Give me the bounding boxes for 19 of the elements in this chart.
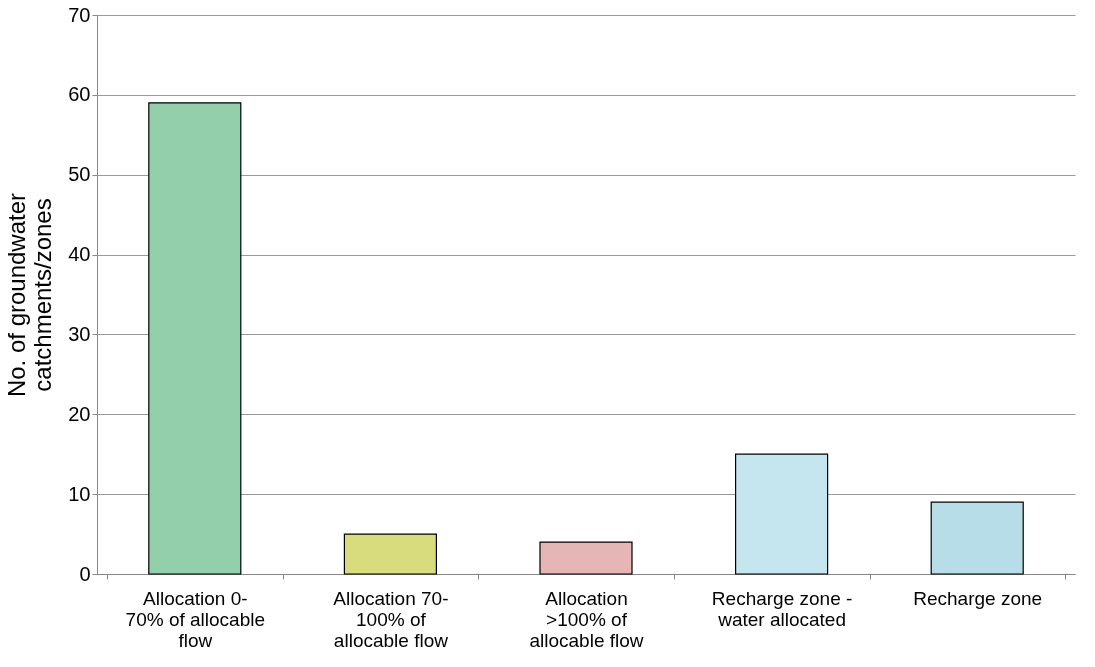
bar: [539, 541, 633, 575]
bar: [343, 533, 437, 575]
bar: [930, 501, 1024, 575]
x-tick-label: Allocation 0- 70% of allocable flow: [125, 587, 266, 651]
y-tick-label: 50: [68, 163, 91, 186]
x-tick-label: Allocation 70- 100% of allocable flow: [333, 587, 449, 651]
y-tick-label: 60: [68, 83, 91, 106]
y-tick-label: 0: [79, 562, 91, 585]
x-tick-label: Recharge zone - water allocated: [711, 587, 853, 630]
bar: [148, 102, 242, 575]
y-tick-label: 40: [68, 243, 91, 266]
y-axis-title: No. of groundwater catchments/zones: [3, 192, 57, 398]
x-tick-label: Allocation >100% of allocable flow: [529, 587, 644, 651]
x-tick-label: Recharge zone: [913, 587, 1043, 609]
bar: [735, 453, 829, 575]
y-tick-label: 70: [68, 3, 91, 26]
y-tick-label: 30: [68, 322, 91, 345]
y-tick-label: 20: [68, 402, 91, 425]
y-tick-label: 10: [68, 482, 91, 505]
